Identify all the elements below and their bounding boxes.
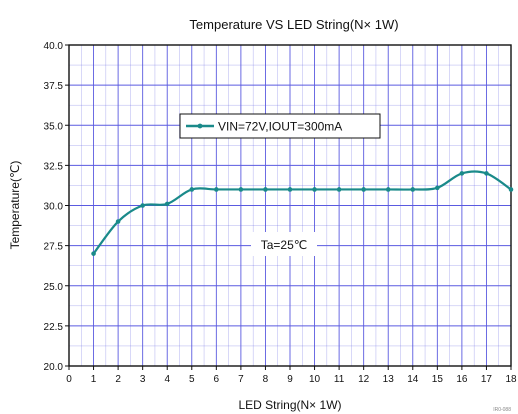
x-axis-ticks: 0 1 2 3 4 5 6 7 8 9 10 11 12 13 14 15 16 17 18 [66, 366, 517, 385]
data-point [484, 171, 489, 176]
grid [68, 44, 512, 367]
x-tick-label: 7 [238, 374, 244, 385]
x-tick-label: 14 [407, 374, 419, 385]
legend: VIN=72V,IOUT=300mA [179, 113, 381, 139]
data-point [91, 251, 96, 256]
x-tick-label: 3 [140, 374, 146, 385]
x-tick-label: 12 [358, 374, 370, 385]
y-tick-label: 25.0 [44, 282, 64, 293]
data-point [508, 187, 514, 192]
y-tick-label: 40.0 [44, 41, 64, 52]
y-tick-label: 20.0 [44, 362, 64, 373]
x-tick-label: 15 [432, 374, 444, 385]
x-tick-label: 17 [481, 374, 493, 385]
x-tick-label: 4 [164, 374, 170, 385]
data-point [263, 187, 268, 192]
y-axis-label: Temperature(℃) [8, 161, 22, 250]
series-layer [91, 170, 514, 256]
x-tick-label: 18 [505, 374, 517, 385]
y-tick-label: 27.5 [44, 242, 64, 253]
data-point [361, 187, 366, 192]
x-tick-label: 11 [334, 374, 345, 385]
data-point [189, 187, 195, 192]
annotation-text: Ta=25℃ [261, 238, 308, 252]
y-tick-label: 30.0 [44, 202, 64, 213]
x-tick-label: 2 [115, 374, 121, 385]
data-point [214, 187, 219, 192]
x-axis-label: LED String(N× 1W) [238, 398, 341, 412]
x-tick-label: 16 [456, 374, 468, 385]
x-tick-label: 0 [66, 374, 72, 385]
y-tick-label: 32.5 [44, 161, 64, 172]
x-tick-label: 13 [383, 374, 395, 385]
x-tick-label: 10 [309, 374, 321, 385]
x-tick-label: 8 [263, 374, 269, 385]
y-tick-label: 22.5 [44, 322, 64, 333]
x-tick-label: 5 [189, 374, 195, 385]
annotation-box [251, 232, 317, 256]
annotation: Ta=25℃ [251, 232, 317, 256]
y-tick-label: 35.0 [44, 121, 64, 132]
data-point [140, 203, 145, 208]
x-tick-label: 1 [91, 374, 97, 385]
legend-marker [197, 123, 203, 129]
data-point [459, 171, 465, 176]
x-tick-label: 6 [214, 374, 220, 385]
data-point [287, 187, 293, 192]
data-point [115, 219, 121, 224]
y-axis-ticks: 20.0 22.5 25.0 27.5 30.0 32.5 35.0 37.5 40.0 [44, 41, 69, 373]
x-tick-label: 9 [287, 374, 293, 385]
legend-label: VIN=72V,IOUT=300mA [218, 120, 342, 134]
data-point [435, 185, 440, 191]
data-point [238, 187, 244, 192]
data-point [336, 187, 342, 192]
data-point [164, 201, 170, 207]
watermark: IR0-088 [493, 407, 511, 413]
data-point [410, 187, 416, 192]
y-tick-label: 37.5 [44, 81, 64, 92]
data-point [385, 187, 391, 192]
data-point [312, 187, 317, 192]
chart-title: Temperature VS LED String(N× 1W) [189, 17, 398, 32]
